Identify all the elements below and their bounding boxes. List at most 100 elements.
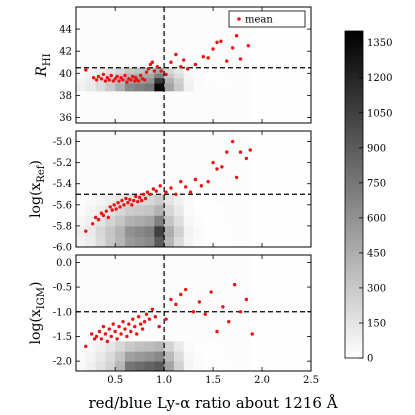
hist-haze-cell xyxy=(301,255,311,371)
hist-cell xyxy=(203,341,214,352)
data-point xyxy=(101,72,106,77)
hist-cell xyxy=(115,83,126,92)
hist-cell xyxy=(144,204,155,216)
hist-haze-cell xyxy=(134,255,145,371)
hist-haze-cell xyxy=(252,7,263,123)
hist-cell xyxy=(144,215,155,227)
data-point xyxy=(103,332,108,336)
hist-cell xyxy=(193,341,204,352)
y-tick-label: -5.2 xyxy=(53,158,72,169)
hist-haze-cell xyxy=(105,7,116,123)
hist-cell xyxy=(144,236,155,247)
hist-haze-cell xyxy=(291,255,302,371)
legend-box xyxy=(228,10,306,28)
data-point xyxy=(244,297,249,302)
hist-cell xyxy=(173,73,185,79)
hist-cell xyxy=(105,67,116,74)
hist-haze-cell xyxy=(301,131,311,247)
hist-haze-cell xyxy=(193,255,204,371)
hist-cell xyxy=(144,361,155,371)
data-point xyxy=(238,310,243,314)
data-point xyxy=(110,208,114,212)
data-point xyxy=(193,177,198,182)
hist-cell xyxy=(183,361,194,371)
hist-cell xyxy=(115,351,126,362)
hist-cell xyxy=(193,215,204,227)
hist-cell xyxy=(213,215,224,227)
colorbar-tick-label: 450 xyxy=(367,248,386,259)
data-point xyxy=(188,190,193,194)
data-point xyxy=(119,332,123,336)
hist-cell xyxy=(193,204,204,216)
hist-cell xyxy=(213,67,224,74)
hist-haze-cell xyxy=(85,131,96,247)
hist-cell xyxy=(203,73,214,79)
data-point xyxy=(116,201,120,205)
hist-haze-cell xyxy=(154,255,165,371)
hist-cell xyxy=(222,225,234,237)
hist-cell xyxy=(173,204,185,216)
data-point xyxy=(120,198,124,203)
hist-cell xyxy=(164,225,175,237)
hist-cell xyxy=(124,341,136,352)
data-point xyxy=(134,194,138,199)
hist-cell xyxy=(183,67,194,74)
hist-haze-cell xyxy=(124,255,136,371)
y-axis-label-base: R xyxy=(34,66,50,78)
panel-3: -2.0 -1.5 -1.0 -0.5 0.0 0.5 1.0 1.5 2.0 2.5 log(xI… xyxy=(28,254,319,386)
data-point xyxy=(127,322,131,326)
hist-haze-cell xyxy=(262,131,273,247)
data-point xyxy=(115,337,119,341)
data-point xyxy=(142,78,147,82)
data-point xyxy=(215,40,219,45)
hist-haze-cell xyxy=(154,7,165,123)
hist-cell xyxy=(164,67,175,74)
hist-cell xyxy=(95,225,106,237)
data-point xyxy=(145,190,150,194)
hist-cell xyxy=(173,67,185,74)
hist-cell xyxy=(85,215,96,227)
hist-cell xyxy=(105,236,116,247)
x-tick-label: 0.5 xyxy=(107,375,123,386)
hist-haze-cell xyxy=(76,7,87,123)
hist-haze-cell xyxy=(183,7,194,123)
data-point xyxy=(157,324,161,329)
hist-haze-cell xyxy=(222,255,234,371)
colorbar: 0 150 300 450 600 750 900 1050 1200 1350 xyxy=(344,30,392,365)
hist-cell xyxy=(213,73,224,79)
hist-cell xyxy=(154,194,165,206)
hist-cell xyxy=(222,361,234,371)
x-tick-label: 2.0 xyxy=(254,375,270,386)
hist-cell xyxy=(203,204,214,216)
hist-cell xyxy=(173,194,185,206)
hist-cell xyxy=(144,67,155,74)
data-point xyxy=(183,287,188,292)
hist-cell xyxy=(144,73,155,79)
hist-haze-cell xyxy=(164,255,175,371)
data-point xyxy=(90,222,95,226)
hist-cell xyxy=(105,204,116,216)
hist-cell xyxy=(115,236,126,247)
colorbar-tick-label: 1200 xyxy=(367,73,392,84)
y-tick-label: -1.5 xyxy=(53,332,72,343)
panel-frame xyxy=(75,6,312,124)
hist-cell xyxy=(95,83,106,92)
hist-cell xyxy=(193,236,204,247)
data-point xyxy=(132,198,136,203)
y-axis-label-subscript: IGM xyxy=(36,287,47,309)
data-point xyxy=(179,64,183,69)
data-point xyxy=(135,199,140,204)
data-point xyxy=(106,215,111,220)
hist-cell xyxy=(115,194,126,206)
data-point xyxy=(148,192,153,196)
hist-haze-cell xyxy=(183,255,194,371)
data-point xyxy=(152,69,157,73)
hist-cell xyxy=(85,73,96,79)
y-axis-label: log(xIGM) xyxy=(28,282,47,345)
hist-cell xyxy=(144,194,155,206)
data-point xyxy=(150,60,155,64)
data-point xyxy=(123,73,127,78)
data-point xyxy=(96,217,101,222)
hist-cell xyxy=(95,67,106,74)
panel-frame xyxy=(75,254,312,372)
